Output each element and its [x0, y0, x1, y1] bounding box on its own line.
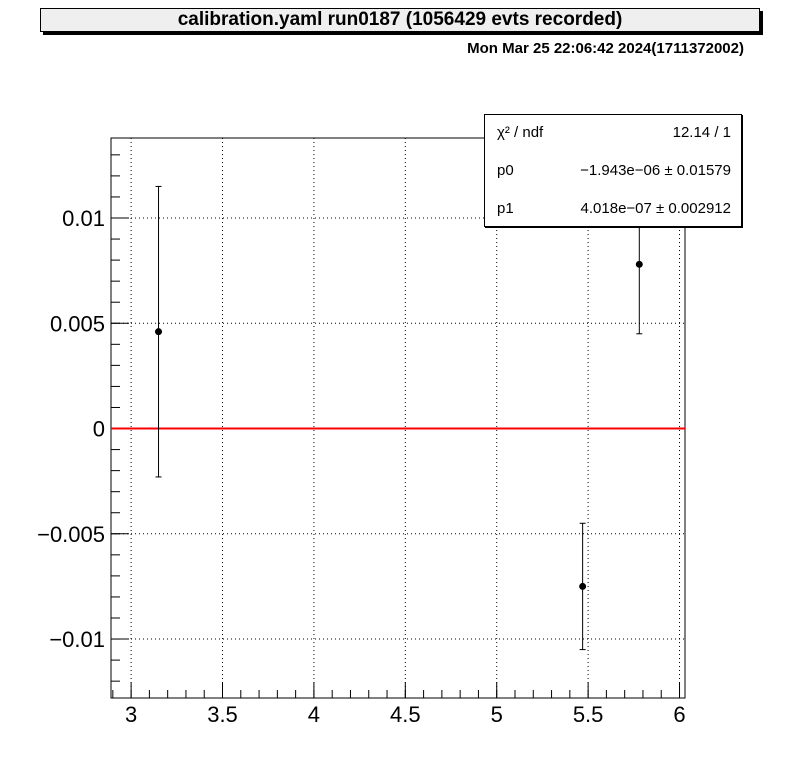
- x-tick-label: 3: [125, 702, 137, 727]
- x-tick-label: 5.5: [573, 702, 604, 727]
- axis-ticks: [111, 154, 681, 698]
- data-point: [155, 328, 163, 336]
- stat-name: p0: [497, 162, 514, 179]
- x-tick-label: 6: [673, 702, 685, 727]
- stat-row-chi2: χ² / ndf 12.14 / 1: [497, 123, 731, 143]
- x-tick-label: 4: [308, 702, 320, 727]
- plot-frame: [110, 137, 686, 699]
- y-tick-label: 0.01: [62, 206, 105, 231]
- stat-row-p0: p0 −1.943e−06 ± 0.01579: [497, 161, 731, 181]
- y-tick-label: −0.01: [49, 627, 105, 652]
- timestamp-label: Mon Mar 25 22:06:42 2024(1711372002): [467, 40, 744, 57]
- tick-labels: 3 3.5 4 4.5 5 5.5 6 −0.01 −0.005 0 0.005 0.01: [37, 206, 686, 727]
- y-tick-label: 0: [93, 417, 105, 442]
- data-points: [155, 185, 643, 651]
- y-tick-label: −0.005: [37, 522, 105, 547]
- stat-row-p1: p1 4.018e−07 ± 0.002912: [497, 199, 731, 219]
- data-point: [635, 260, 643, 268]
- stats-box: χ² / ndf 12.14 / 1 p0 −1.943e−06 ± 0.015…: [484, 114, 742, 227]
- stat-name: p1: [497, 200, 514, 217]
- grid-lines: [111, 138, 685, 698]
- y-tick-label: 0.005: [50, 311, 105, 336]
- stat-value: 12.14 / 1: [672, 124, 731, 141]
- x-tick-label: 3.5: [207, 702, 238, 727]
- chart-title: calibration.yaml run0187 (1056429 evts r…: [40, 8, 760, 32]
- x-tick-label: 4.5: [390, 702, 421, 727]
- stat-value: 4.018e−07 ± 0.002912: [580, 200, 731, 217]
- data-point: [579, 582, 587, 590]
- stat-value: −1.943e−06 ± 0.01579: [580, 162, 731, 179]
- x-tick-label: 5: [491, 702, 503, 727]
- stat-name: χ² / ndf: [497, 124, 544, 141]
